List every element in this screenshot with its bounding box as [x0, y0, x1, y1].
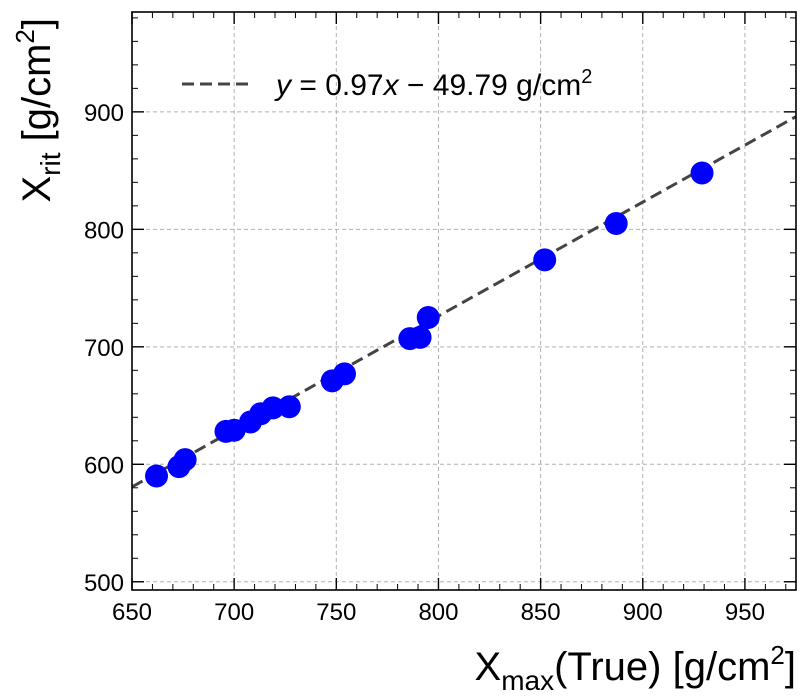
data-point — [690, 161, 714, 185]
data-points — [145, 161, 714, 488]
data-point — [416, 305, 440, 329]
data-point — [604, 211, 628, 235]
plot-frame — [131, 11, 797, 591]
data-point — [533, 248, 557, 272]
y-tick-label: 600 — [84, 452, 124, 479]
x-tick-label: 950 — [725, 599, 765, 626]
y-axis-title: Xrit [g/cm2] — [10, 18, 66, 203]
data-point — [408, 325, 432, 349]
x-tick-label: 900 — [623, 599, 663, 626]
y-tick-label: 500 — [84, 570, 124, 597]
data-point — [261, 396, 285, 420]
data-point — [277, 395, 301, 419]
legend-label: y = 0.97x − 49.79 g/cm2 — [274, 66, 592, 102]
data-point — [332, 362, 356, 386]
x-tick-label: 700 — [214, 599, 254, 626]
x-tick-label: 850 — [521, 599, 561, 626]
y-tick-label: 900 — [84, 100, 124, 127]
y-tick-label: 800 — [84, 217, 124, 244]
x-tick-label: 650 — [112, 599, 152, 626]
x-tick-label: 800 — [418, 599, 458, 626]
tick-labels: 650 700 750 800 850 900 950 500 600 700 800 900 — [84, 100, 765, 626]
legend: y = 0.97x − 49.79 g/cm2 — [182, 66, 592, 102]
axis-ticks — [131, 12, 796, 590]
data-point — [173, 448, 197, 472]
grid — [132, 12, 796, 590]
x-axis-title: Xmax(True) [g/cm2] — [475, 640, 797, 696]
x-tick-label: 750 — [316, 599, 356, 626]
data-point — [145, 464, 169, 488]
y-tick-label: 700 — [84, 335, 124, 362]
